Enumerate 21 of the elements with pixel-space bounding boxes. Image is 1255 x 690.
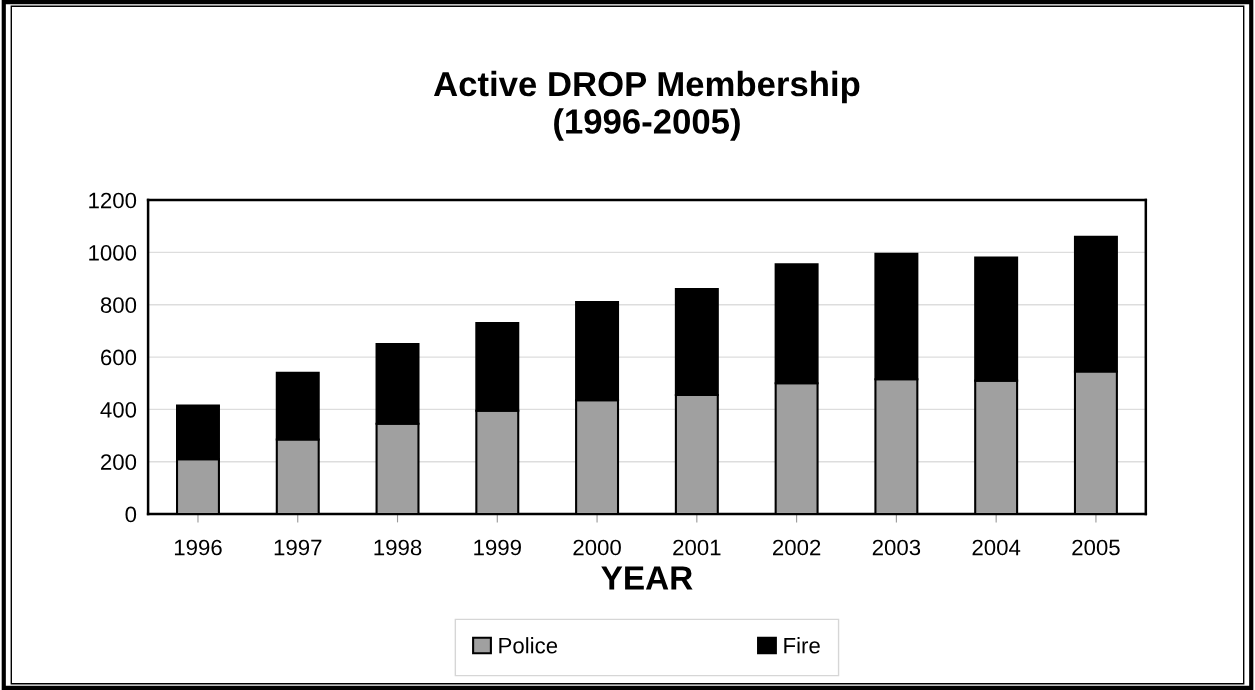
x-tick-label: 1998	[374, 539, 422, 556]
x-tick-label: 2003	[872, 539, 921, 556]
legend-label: Fire	[784, 637, 820, 654]
y-tick-label: 1200	[89, 192, 137, 209]
y-tick-label: 1000	[89, 244, 137, 261]
legend-label: Police	[499, 637, 558, 654]
x-tick-label: 1997	[274, 539, 322, 556]
x-tick-label: 2002	[773, 539, 821, 556]
x-tick-label: 2004	[972, 539, 1021, 556]
y-tick-label: 400	[100, 401, 137, 418]
x-tick-label: 2005	[1072, 539, 1120, 556]
chart-title: Active DROP Membership (1996-2005)	[433, 70, 860, 141]
x-axis-title: YEAR	[601, 566, 693, 590]
x-tick-label: 2001	[673, 539, 721, 556]
x-tick-label: 1999	[474, 539, 521, 556]
y-tick-label: 0	[125, 506, 137, 523]
x-tick-label: 1996	[174, 539, 222, 556]
y-tick-label: 200	[101, 454, 137, 470]
y-tick-label: 600	[101, 349, 137, 366]
x-tick-label: 2000	[573, 539, 621, 556]
y-tick-label: 800	[100, 297, 137, 314]
